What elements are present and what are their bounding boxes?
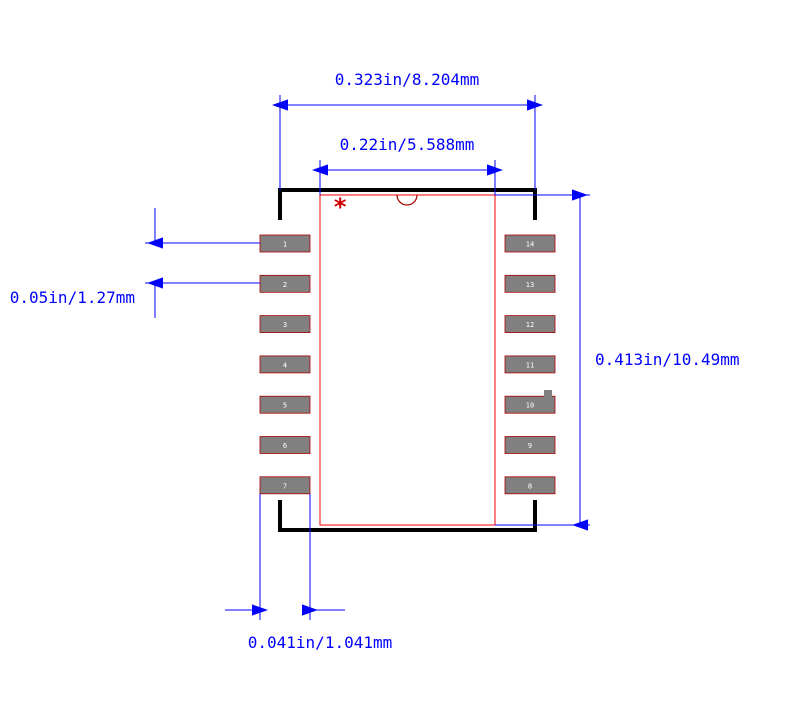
dim-body-width-label: 0.22in/5.588mm: [340, 135, 475, 154]
pad-2-label: 2: [283, 281, 287, 289]
ic-body: [320, 195, 495, 525]
pad-3-label: 3: [283, 321, 287, 329]
pad-5-label: 5: [283, 402, 287, 410]
pad-7-label: 7: [283, 482, 287, 490]
pad-10-label: 10: [526, 402, 534, 410]
pin1-marker: *: [333, 193, 347, 221]
pad-11-label: 11: [526, 361, 534, 369]
notch-icon: [397, 195, 417, 205]
dim-body-height-label: 0.413in/10.49mm: [595, 350, 740, 369]
pad-4-label: 4: [283, 361, 287, 369]
dim-pitch-label: 0.05in/1.27mm: [10, 288, 135, 307]
pad-9-label: 9: [528, 442, 532, 450]
pad-6-label: 6: [283, 442, 287, 450]
ref-mark: [544, 390, 552, 406]
pad-13-label: 13: [526, 281, 534, 289]
dim-overall-width-label: 0.323in/8.204mm: [335, 70, 480, 89]
pad-12-label: 12: [526, 321, 534, 329]
pad-1-label: 1: [283, 241, 287, 249]
dim-padw-label: 0.041in/1.041mm: [248, 633, 393, 652]
pad-14-label: 14: [526, 241, 534, 249]
pad-8-label: 8: [528, 482, 532, 490]
